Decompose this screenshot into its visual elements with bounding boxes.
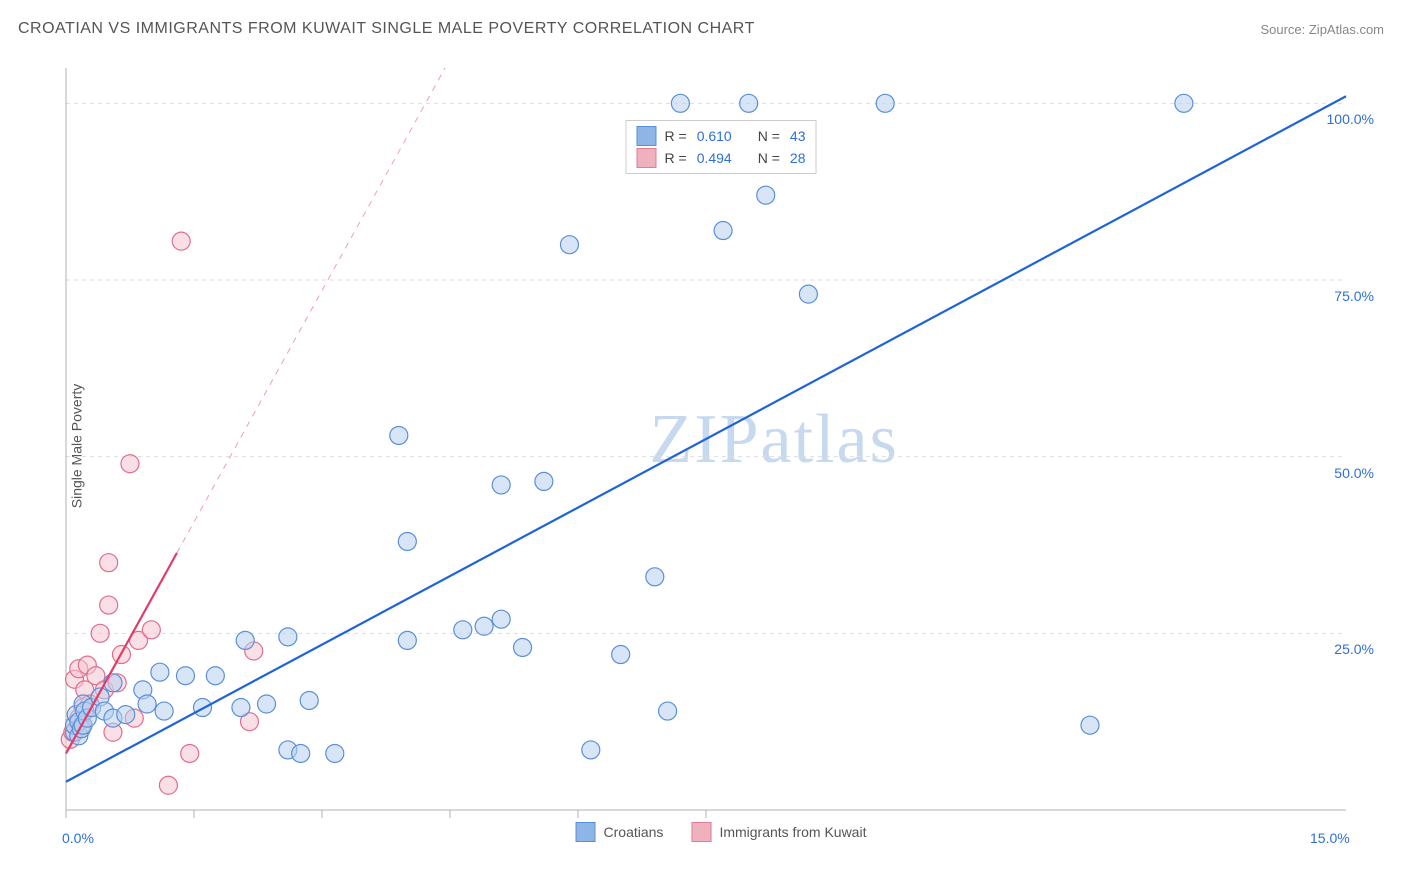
y-tick-label: 25.0% [1334, 641, 1374, 657]
chart-title: CROATIAN VS IMMIGRANTS FROM KUWAIT SINGL… [18, 20, 755, 38]
y-tick-label: 100.0% [1327, 111, 1374, 127]
correlation-legend: R = 0.610 N = 43 R = 0.494 N = 28 [626, 120, 817, 174]
legend-item: Immigrants from Kuwait [691, 822, 866, 842]
x-tick-label: 0.0% [62, 830, 94, 846]
legend-r-label: R = [665, 128, 687, 144]
legend-r-label: R = [665, 150, 687, 166]
legend-label: Croatians [604, 824, 664, 840]
legend-label: Immigrants from Kuwait [719, 824, 866, 840]
series-legend: Croatians Immigrants from Kuwait [576, 822, 867, 842]
y-tick-label: 50.0% [1334, 465, 1374, 481]
scatter-plot-svg [56, 60, 1386, 852]
legend-item: Croatians [576, 822, 664, 842]
legend-swatch [576, 822, 596, 842]
legend-n-value: 28 [790, 150, 806, 166]
legend-swatch [691, 822, 711, 842]
y-tick-label: 75.0% [1334, 288, 1374, 304]
chart-area: ZIPatlas R = 0.610 N = 43 R = 0.494 N = … [56, 60, 1386, 852]
legend-r-value: 0.494 [697, 150, 732, 166]
legend-swatch [637, 148, 657, 168]
source-attribution: Source: ZipAtlas.com [1260, 22, 1384, 37]
legend-row: R = 0.610 N = 43 [637, 125, 806, 147]
legend-n-label: N = [758, 150, 780, 166]
legend-r-value: 0.610 [697, 128, 732, 144]
x-tick-label: 15.0% [1310, 830, 1350, 846]
legend-n-label: N = [758, 128, 780, 144]
legend-swatch [637, 126, 657, 146]
legend-row: R = 0.494 N = 28 [637, 147, 806, 169]
legend-n-value: 43 [790, 128, 806, 144]
